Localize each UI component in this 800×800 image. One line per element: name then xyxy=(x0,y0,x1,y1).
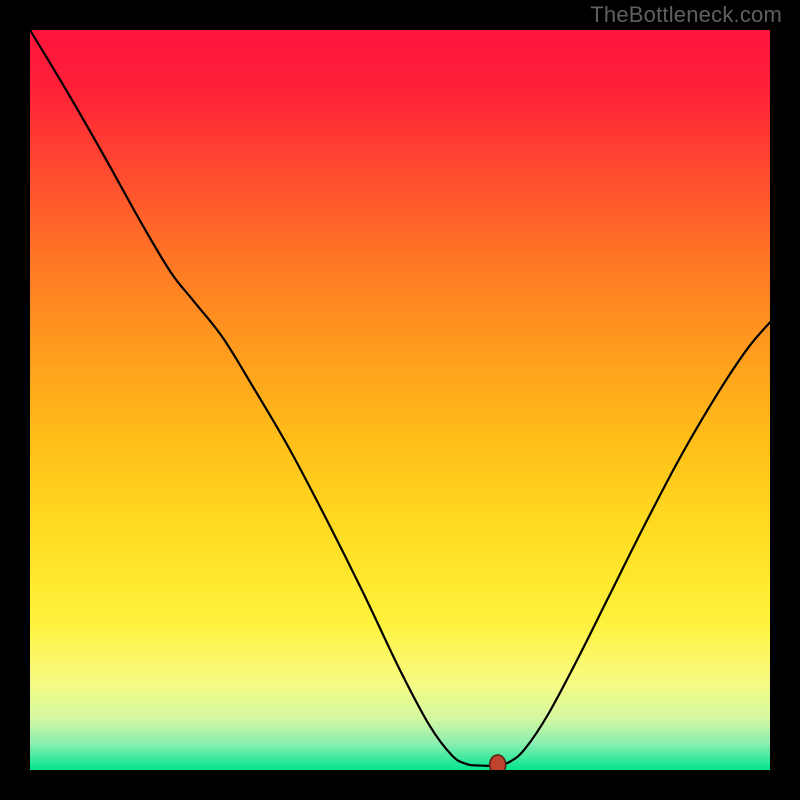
chart-frame: TheBottleneck.com xyxy=(0,0,800,800)
optimal-point-marker xyxy=(490,755,506,770)
watermark-text: TheBottleneck.com xyxy=(590,2,782,28)
chart-svg xyxy=(30,30,770,770)
gradient-background xyxy=(30,30,770,770)
bottleneck-curve-chart xyxy=(30,30,770,770)
